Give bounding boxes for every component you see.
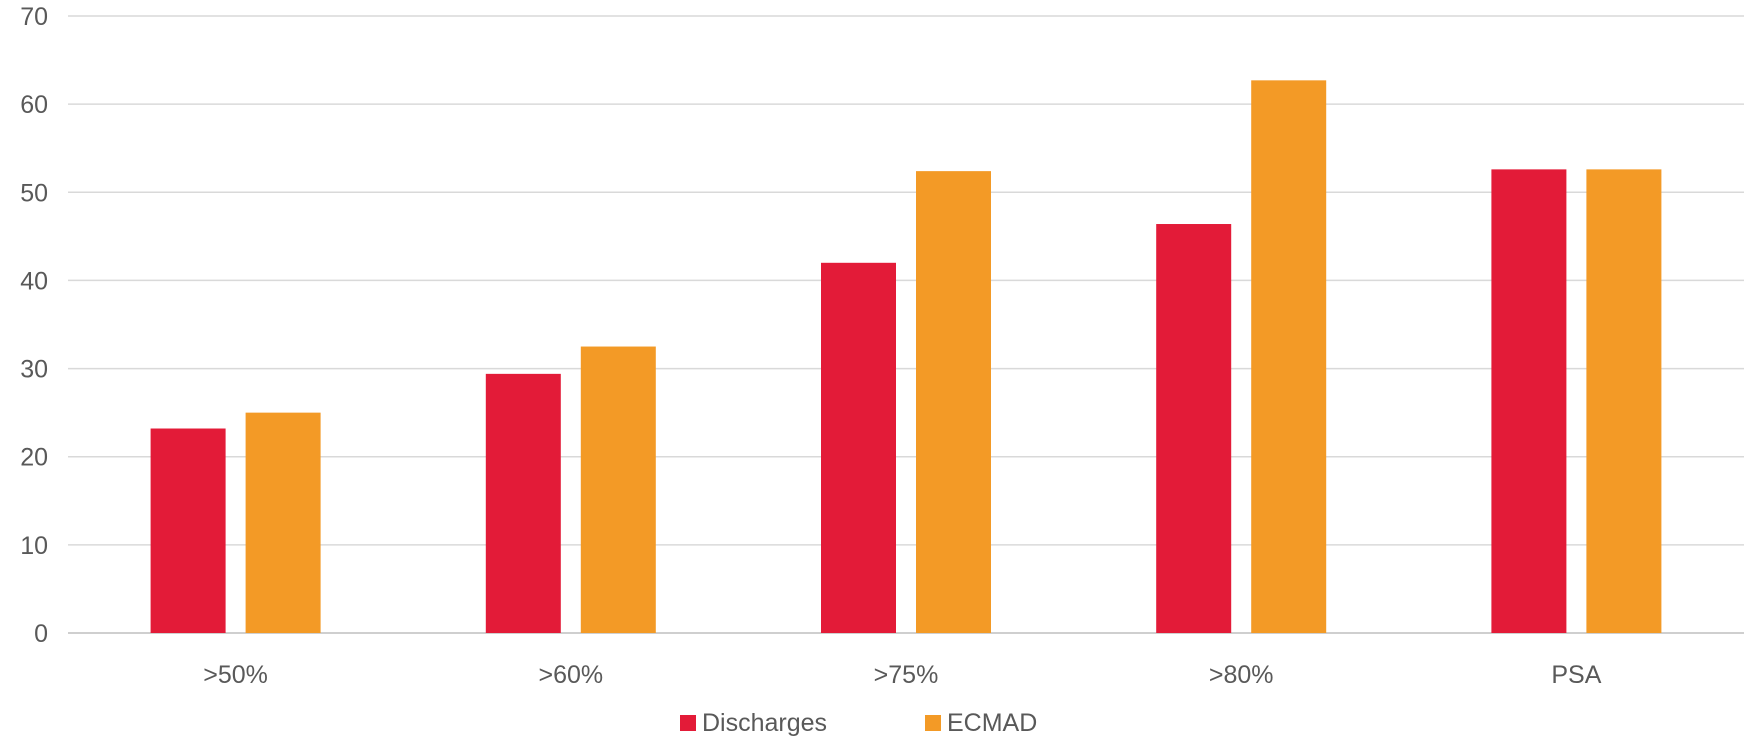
bar-ecmad <box>245 412 321 633</box>
y-tick-label: 50 <box>20 179 48 207</box>
bar-discharges <box>821 262 896 633</box>
y-tick-label: 10 <box>20 532 48 560</box>
bars <box>150 80 1662 634</box>
x-tick-label: >60% <box>538 661 603 689</box>
y-tick-label: 60 <box>20 91 48 119</box>
gridlines <box>68 15 1744 634</box>
legend-swatch-ecmad <box>925 715 941 731</box>
bar-discharges <box>150 428 226 633</box>
y-tick-label: 40 <box>20 267 48 295</box>
bar-ecmad <box>580 346 656 633</box>
bar-ecmad <box>916 171 991 634</box>
y-tick-label: 20 <box>20 444 48 472</box>
y-tick-label: 30 <box>20 356 48 384</box>
legend-label-discharges: Discharges <box>702 709 827 737</box>
y-axis-ticks: 0 10 20 30 40 50 60 70 <box>20 3 48 648</box>
bar-discharges <box>485 373 561 633</box>
x-tick-label: >80% <box>1209 661 1274 689</box>
y-tick-label: 70 <box>20 3 48 31</box>
bar-discharges <box>1491 169 1567 633</box>
x-tick-label: >50% <box>203 661 268 689</box>
x-tick-label: PSA <box>1551 661 1601 689</box>
legend: Discharges ECMAD <box>680 709 1037 737</box>
bar-discharges <box>1156 224 1232 633</box>
x-axis-ticks: >50% >60% >75% >80% PSA <box>203 661 1601 689</box>
legend-label-ecmad: ECMAD <box>947 709 1037 737</box>
bar-ecmad <box>1251 80 1327 633</box>
bar-ecmad <box>1586 169 1662 633</box>
y-tick-label: 0 <box>34 620 48 648</box>
legend-swatch-discharges <box>680 715 696 731</box>
x-tick-label: >75% <box>874 661 939 689</box>
